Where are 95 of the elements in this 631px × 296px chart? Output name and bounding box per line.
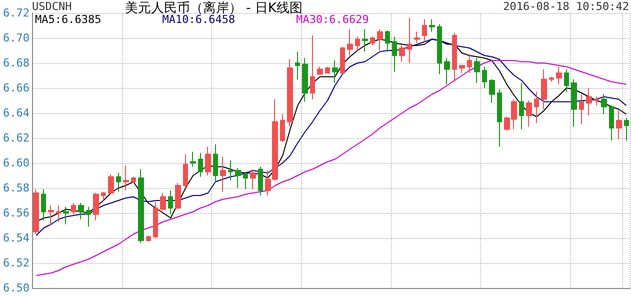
y-tick-label: 6.56 <box>2 206 30 220</box>
candlestick <box>317 66 323 75</box>
candlestick <box>198 152 203 178</box>
candlestick <box>302 58 308 102</box>
text: USDCNH <box>32 0 72 13</box>
y-tick-label: 6.52 <box>2 256 30 270</box>
candlestick <box>609 105 614 141</box>
candlestick <box>332 60 338 84</box>
candlestick <box>497 88 502 148</box>
candlestick <box>190 151 196 168</box>
candlestick <box>235 168 241 188</box>
candlestick <box>549 76 554 82</box>
candlestick <box>287 58 293 128</box>
candlestick <box>258 166 263 196</box>
candlestick <box>56 205 61 222</box>
candlestick <box>459 65 465 74</box>
candlestick <box>108 174 114 195</box>
candlestick <box>78 202 84 220</box>
candlestick <box>541 68 547 110</box>
candlestick <box>131 176 136 184</box>
candlestick <box>556 66 562 85</box>
candlestick <box>362 28 368 52</box>
candlestick <box>564 68 569 92</box>
candlestick <box>160 192 166 211</box>
candlestick <box>295 51 300 80</box>
text: 2016-08-18 10:50:42 <box>503 0 630 13</box>
candlestick <box>33 188 39 235</box>
candlestick <box>519 82 524 130</box>
text: MA10:6.6458 <box>162 13 236 26</box>
candlestick <box>228 160 233 181</box>
candlestick <box>594 96 599 106</box>
candlestick <box>399 45 405 62</box>
candlestick <box>325 66 330 74</box>
y-tick-label: 6.70 <box>2 32 30 44</box>
candlestick <box>86 206 91 228</box>
candlestick <box>243 171 248 190</box>
candlestick <box>444 58 450 85</box>
candlestick <box>123 165 129 191</box>
candlestick <box>280 114 285 142</box>
text: MA5:6.6385 <box>35 13 102 26</box>
y-tick-label: 6.66 <box>2 82 30 94</box>
candlestick <box>48 205 54 226</box>
candlestick <box>71 202 76 215</box>
candlestick <box>205 146 211 176</box>
candlestick <box>213 144 218 184</box>
chart-title: 美元人民币（离岸） - 日K线图 <box>125 0 302 16</box>
candlestick <box>183 154 188 188</box>
candlestick <box>101 191 106 201</box>
candlestick <box>41 188 46 221</box>
y-tick-label: 6.68 <box>2 56 30 70</box>
candlestick <box>474 58 480 84</box>
candlestick <box>482 66 487 88</box>
candlestick <box>168 190 173 215</box>
candlestick <box>310 35 315 100</box>
candlestick <box>385 30 390 52</box>
y-tick-label: 6.60 <box>2 156 30 170</box>
candlestick <box>138 168 144 244</box>
candlestick <box>146 235 151 242</box>
y-tick-label: 6.54 <box>2 232 30 244</box>
y-tick-label: 6.62 <box>2 132 30 144</box>
candlestick <box>586 88 592 116</box>
candlestick <box>93 192 99 221</box>
candlestick <box>422 18 427 42</box>
line-series <box>36 60 627 276</box>
y-tick-label: 6.50 <box>2 282 30 294</box>
y-tick-label: 6.64 <box>2 106 30 120</box>
candlestick <box>601 94 607 115</box>
candlestick <box>116 172 121 192</box>
candlestick <box>452 32 457 82</box>
candlestick <box>571 78 577 128</box>
candlestick <box>220 156 226 192</box>
candlestick <box>153 201 158 238</box>
candlestick <box>377 28 383 51</box>
candlestick <box>624 118 629 141</box>
candlestick <box>407 18 412 64</box>
y-tick-label: 6.58 <box>2 182 30 194</box>
candlestick <box>340 46 345 75</box>
candlestick <box>250 168 256 190</box>
candlestick <box>355 36 360 51</box>
candlestick <box>489 78 495 104</box>
candlestick <box>347 28 353 56</box>
candlestick <box>63 206 69 225</box>
candlestick <box>534 91 539 124</box>
candlestick <box>392 36 397 72</box>
candlestick <box>175 182 181 210</box>
candlestick <box>579 94 584 125</box>
candlestick <box>414 31 420 44</box>
candlestick <box>437 24 442 75</box>
candlestick <box>429 18 435 32</box>
text: MA30:6.6629 <box>296 13 369 26</box>
candlestick <box>526 100 532 128</box>
candlestick <box>467 54 472 74</box>
candlestick <box>616 110 622 140</box>
candlestick <box>370 36 375 46</box>
y-tick-label: 6.72 <box>2 6 30 20</box>
